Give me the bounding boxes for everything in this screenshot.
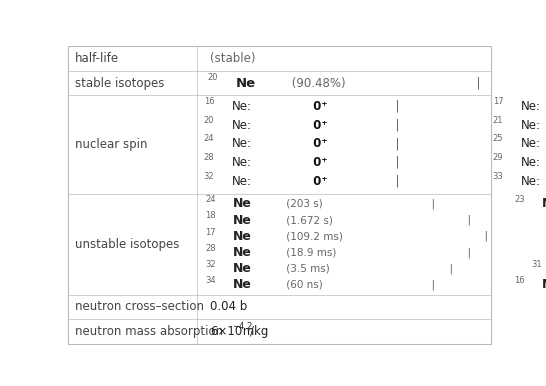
- Text: Ne: Ne: [233, 197, 252, 210]
- Text: 21: 21: [492, 116, 503, 125]
- Text: (90.48%): (90.48%): [288, 76, 346, 90]
- Text: |: |: [388, 156, 407, 169]
- Text: 24: 24: [205, 195, 216, 204]
- Text: 0⁺: 0⁺: [305, 137, 328, 150]
- Text: 24: 24: [204, 134, 214, 144]
- Text: |: |: [425, 279, 442, 290]
- Text: 0⁺: 0⁺: [305, 156, 328, 169]
- Text: |: |: [388, 137, 407, 150]
- Text: /kg: /kg: [250, 325, 268, 338]
- Text: 25: 25: [492, 134, 503, 144]
- Text: Ne:: Ne:: [521, 100, 541, 113]
- Text: |: |: [478, 231, 495, 242]
- Text: nuclear spin: nuclear spin: [75, 138, 147, 151]
- Text: 32: 32: [205, 260, 216, 269]
- Text: 34: 34: [205, 276, 216, 285]
- Text: 20: 20: [204, 116, 214, 125]
- Text: (203 s): (203 s): [283, 199, 323, 209]
- Text: 0⁺: 0⁺: [305, 100, 328, 113]
- Text: 23: 23: [514, 195, 525, 204]
- Text: m: m: [239, 325, 254, 338]
- Text: 31: 31: [532, 260, 542, 269]
- Text: (109.2 ms): (109.2 ms): [283, 231, 343, 241]
- Text: (60 ns): (60 ns): [283, 280, 323, 290]
- Text: unstable isotopes: unstable isotopes: [75, 238, 179, 251]
- Text: neutron mass absorption: neutron mass absorption: [75, 325, 223, 338]
- Text: −4: −4: [232, 322, 244, 331]
- Text: Ne:: Ne:: [232, 100, 252, 113]
- Text: 17: 17: [492, 97, 503, 106]
- Text: (stable): (stable): [210, 52, 256, 65]
- Text: |: |: [388, 174, 407, 188]
- Text: 16: 16: [514, 276, 525, 285]
- Text: Ne:: Ne:: [232, 174, 252, 188]
- Text: (18.9 ms): (18.9 ms): [283, 247, 336, 257]
- Text: 28: 28: [204, 153, 214, 162]
- Text: |: |: [470, 76, 488, 90]
- Text: Ne: Ne: [233, 213, 252, 227]
- Text: 28: 28: [205, 244, 216, 253]
- Text: 32: 32: [204, 172, 214, 181]
- Text: Ne:: Ne:: [521, 174, 541, 188]
- Text: Ne:: Ne:: [232, 119, 252, 132]
- Text: Ne: Ne: [233, 230, 252, 243]
- Text: Ne: Ne: [542, 278, 546, 291]
- Text: |: |: [443, 263, 459, 274]
- Text: Ne: Ne: [236, 76, 256, 90]
- Text: 17: 17: [205, 228, 216, 237]
- Text: Ne:: Ne:: [521, 137, 541, 150]
- Text: |: |: [461, 215, 477, 225]
- Text: Ne:: Ne:: [521, 156, 541, 169]
- Text: 2: 2: [247, 322, 252, 331]
- Text: half-life: half-life: [75, 52, 118, 65]
- Text: 6×10: 6×10: [210, 325, 242, 338]
- Text: |: |: [461, 247, 477, 258]
- Text: 0⁺: 0⁺: [305, 119, 328, 132]
- Text: 18: 18: [205, 212, 216, 220]
- Text: 0.04 b: 0.04 b: [210, 300, 247, 313]
- Text: |: |: [425, 198, 442, 209]
- Text: 0⁺: 0⁺: [305, 174, 328, 188]
- Text: 16: 16: [204, 97, 214, 106]
- Text: 29: 29: [492, 153, 503, 162]
- Text: |: |: [388, 119, 407, 132]
- Text: 33: 33: [492, 172, 503, 181]
- Text: Ne: Ne: [542, 197, 546, 210]
- Text: Ne: Ne: [233, 278, 252, 291]
- Text: neutron cross–section: neutron cross–section: [75, 300, 204, 313]
- Text: Ne: Ne: [233, 262, 252, 275]
- Text: (3.5 ms): (3.5 ms): [283, 264, 330, 274]
- Text: Ne:: Ne:: [232, 137, 252, 150]
- Text: |: |: [388, 100, 407, 113]
- Text: 20: 20: [208, 73, 218, 82]
- Text: Ne:: Ne:: [232, 156, 252, 169]
- Text: stable isotopes: stable isotopes: [75, 76, 164, 90]
- Text: Ne: Ne: [233, 246, 252, 259]
- Text: Ne:: Ne:: [521, 119, 541, 132]
- Text: (1.672 s): (1.672 s): [283, 215, 333, 225]
